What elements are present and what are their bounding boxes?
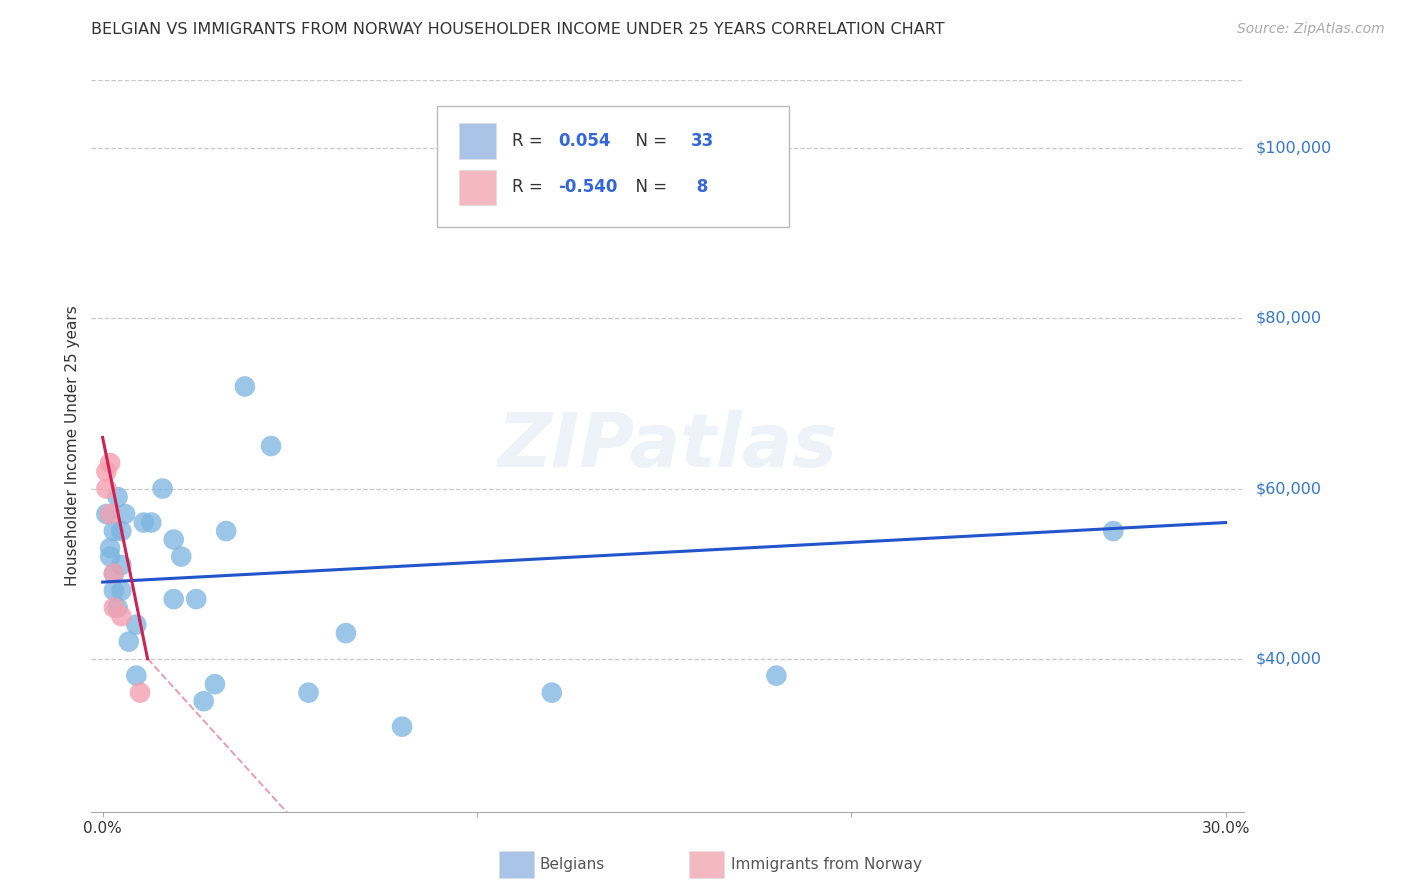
Point [103, 600, 125, 615]
Point [186, 592, 208, 607]
Point [114, 507, 136, 521]
Point [193, 694, 215, 708]
Text: Source: ZipAtlas.com: Source: ZipAtlas.com [1237, 22, 1385, 37]
Point [98, 549, 121, 564]
Point [96, 507, 118, 521]
Point [103, 566, 125, 581]
Text: $100,000: $100,000 [1256, 141, 1331, 156]
Text: BELGIAN VS IMMIGRANTS FROM NORWAY HOUSEHOLDER INCOME UNDER 25 YEARS CORRELATION : BELGIAN VS IMMIGRANTS FROM NORWAY HOUSEH… [91, 22, 945, 37]
Text: ZIPatlas: ZIPatlas [498, 409, 838, 483]
Point [107, 600, 129, 615]
Point [1102, 524, 1125, 538]
Point [110, 524, 132, 538]
Point [163, 592, 186, 607]
Text: N =: N = [626, 132, 672, 150]
Point [391, 720, 413, 734]
Point [163, 533, 186, 547]
Point [132, 516, 155, 530]
Point [233, 379, 256, 393]
Point [110, 558, 132, 572]
Point [96, 482, 118, 496]
Text: 8: 8 [690, 178, 709, 196]
Text: N =: N = [626, 178, 672, 196]
Text: $40,000: $40,000 [1256, 651, 1322, 666]
Bar [460, 169, 496, 204]
Point [107, 490, 129, 504]
Point [141, 516, 163, 530]
Point [335, 626, 357, 640]
Point [152, 482, 174, 496]
Point [98, 507, 121, 521]
Text: 0.054: 0.054 [558, 132, 610, 150]
Point [125, 617, 148, 632]
Text: 33: 33 [690, 132, 714, 150]
Point [204, 677, 226, 691]
Text: Immigrants from Norway: Immigrants from Norway [731, 857, 922, 871]
Point [110, 583, 132, 598]
Text: Belgians: Belgians [540, 857, 605, 871]
Point [98, 541, 121, 555]
Text: R =: R = [512, 178, 548, 196]
Point [96, 465, 118, 479]
Point [260, 439, 283, 453]
Point [110, 609, 132, 624]
Point [540, 686, 562, 700]
Point [118, 634, 141, 648]
Point [103, 566, 125, 581]
Text: $60,000: $60,000 [1256, 481, 1322, 496]
Point [170, 549, 193, 564]
Point [103, 583, 125, 598]
Y-axis label: Householder Income Under 25 years: Householder Income Under 25 years [65, 306, 80, 586]
Point [98, 456, 121, 470]
Point [103, 524, 125, 538]
FancyBboxPatch shape [437, 106, 789, 227]
Text: R =: R = [512, 132, 548, 150]
Text: -0.540: -0.540 [558, 178, 617, 196]
Point [125, 668, 148, 682]
Point [765, 668, 787, 682]
Bar [460, 123, 496, 159]
Point [215, 524, 238, 538]
Point [297, 686, 319, 700]
Point [129, 686, 152, 700]
Text: $80,000: $80,000 [1256, 311, 1322, 326]
